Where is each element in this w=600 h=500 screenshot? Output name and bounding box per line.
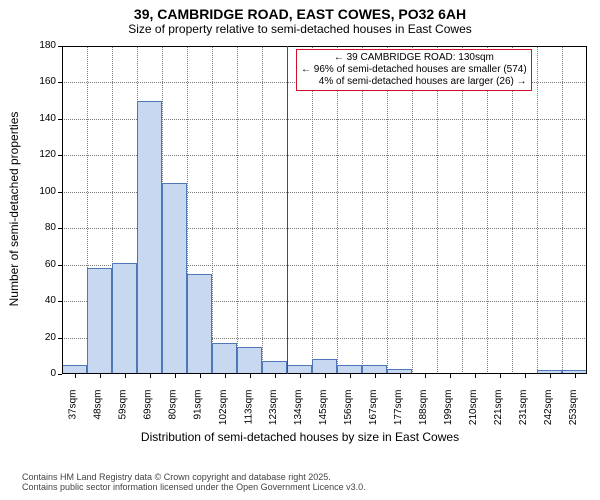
x-tick-mark <box>275 374 276 378</box>
gridline-v <box>562 46 563 374</box>
plot-border <box>62 46 587 47</box>
marker-line <box>287 46 288 374</box>
histogram-bar <box>87 268 112 374</box>
x-tick-mark <box>450 374 451 378</box>
x-tick-label: 242sqm <box>543 390 554 426</box>
x-tick-label: 145sqm <box>318 390 329 426</box>
gridline-v <box>537 46 538 374</box>
annotation-line-2: ← 96% of semi-detached houses are smalle… <box>301 64 527 76</box>
gridline-v <box>487 46 488 374</box>
x-tick-label: 123sqm <box>268 390 279 426</box>
annotation-line-3: 4% of semi-detached houses are larger (2… <box>301 76 527 88</box>
gridline-v <box>462 46 463 374</box>
x-tick-label: 91sqm <box>193 390 204 420</box>
x-tick-mark <box>300 374 301 378</box>
x-tick-mark <box>100 374 101 378</box>
x-tick-label: 253sqm <box>568 390 579 426</box>
x-tick-label: 221sqm <box>493 390 504 426</box>
y-tick-label: 0 <box>28 368 56 379</box>
x-tick-label: 102sqm <box>218 390 229 426</box>
histogram-bar <box>112 263 137 374</box>
chart-subtitle: Size of property relative to semi-detach… <box>0 22 600 36</box>
x-tick-mark <box>325 374 326 378</box>
x-tick-mark <box>375 374 376 378</box>
plot-border <box>62 46 63 374</box>
annotation-box: ← 39 CAMBRIDGE ROAD: 130sqm← 96% of semi… <box>296 49 532 91</box>
x-tick-mark <box>550 374 551 378</box>
x-tick-label: 80sqm <box>168 390 179 420</box>
x-tick-mark <box>175 374 176 378</box>
y-tick-label: 60 <box>28 259 56 270</box>
plot-border <box>62 373 587 374</box>
x-tick-mark <box>575 374 576 378</box>
x-tick-label: 167sqm <box>368 390 379 426</box>
x-tick-label: 59sqm <box>118 390 129 420</box>
plot-border <box>586 46 587 374</box>
x-tick-label: 177sqm <box>393 390 404 426</box>
histogram-bar <box>187 274 212 374</box>
gridline-v <box>212 46 213 374</box>
x-tick-mark <box>125 374 126 378</box>
gridline-v <box>437 46 438 374</box>
annotation-line-1: ← 39 CAMBRIDGE ROAD: 130sqm <box>301 52 527 64</box>
histogram-bar <box>162 183 187 374</box>
chart-container: 39, CAMBRIDGE ROAD, EAST COWES, PO32 6AH… <box>0 0 600 500</box>
x-tick-mark <box>350 374 351 378</box>
x-tick-label: 69sqm <box>143 390 154 420</box>
gridline-v <box>412 46 413 374</box>
x-tick-label: 156sqm <box>343 390 354 426</box>
y-tick-mark <box>58 374 62 375</box>
y-tick-label: 180 <box>28 40 56 51</box>
histogram-bar <box>237 347 262 374</box>
gridline-v <box>387 46 388 374</box>
x-tick-label: 48sqm <box>93 390 104 420</box>
y-tick-label: 80 <box>28 222 56 233</box>
x-tick-label: 188sqm <box>418 390 429 426</box>
gridline-v <box>237 46 238 374</box>
x-tick-label: 199sqm <box>443 390 454 426</box>
footer-line-1: Contains HM Land Registry data © Crown c… <box>22 472 600 482</box>
x-tick-mark <box>150 374 151 378</box>
y-tick-label: 40 <box>28 295 56 306</box>
gridline-v <box>337 46 338 374</box>
x-tick-label: 134sqm <box>293 390 304 426</box>
gridline-v <box>262 46 263 374</box>
x-tick-label: 210sqm <box>468 390 479 426</box>
histogram-bar <box>137 101 162 374</box>
x-tick-label: 231sqm <box>518 390 529 426</box>
x-tick-mark <box>475 374 476 378</box>
x-tick-mark <box>400 374 401 378</box>
x-axis-label: Distribution of semi-detached houses by … <box>0 430 600 444</box>
histogram-bar <box>212 343 237 374</box>
x-tick-mark <box>425 374 426 378</box>
chart-title: 39, CAMBRIDGE ROAD, EAST COWES, PO32 6AH <box>0 0 600 22</box>
x-tick-label: 113sqm <box>243 390 254 425</box>
histogram-bar <box>312 359 337 374</box>
chart-footer: Contains HM Land Registry data © Crown c… <box>0 472 600 492</box>
x-tick-mark <box>200 374 201 378</box>
footer-line-2: Contains public sector information licen… <box>22 482 600 492</box>
gridline-v <box>312 46 313 374</box>
x-tick-mark <box>500 374 501 378</box>
y-tick-label: 160 <box>28 76 56 87</box>
y-tick-label: 120 <box>28 149 56 160</box>
x-tick-mark <box>525 374 526 378</box>
y-tick-label: 100 <box>28 186 56 197</box>
x-tick-mark <box>75 374 76 378</box>
plot-area: 02040608010012014016018037sqm48sqm59sqm6… <box>62 46 587 374</box>
gridline-v <box>512 46 513 374</box>
x-tick-mark <box>225 374 226 378</box>
y-axis-label: Number of semi-detached properties <box>7 99 21 319</box>
x-tick-mark <box>250 374 251 378</box>
y-tick-label: 20 <box>28 332 56 343</box>
y-tick-label: 140 <box>28 113 56 124</box>
x-tick-label: 37sqm <box>68 390 79 420</box>
gridline-v <box>362 46 363 374</box>
